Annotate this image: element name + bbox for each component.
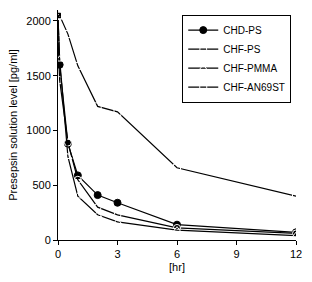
svg-text:[hr]: [hr] (169, 261, 185, 273)
svg-text:0: 0 (45, 234, 51, 246)
svg-text:CHD-PS: CHD-PS (223, 25, 262, 36)
svg-text:9: 9 (233, 248, 239, 260)
svg-text:2000: 2000 (26, 15, 50, 27)
svg-text:6: 6 (174, 248, 180, 260)
svg-text:1000: 1000 (26, 124, 50, 136)
svg-text:1500: 1500 (26, 70, 50, 82)
svg-text:CHF-PMMA: CHF-PMMA (223, 63, 277, 74)
svg-text:3: 3 (114, 248, 120, 260)
svg-text:Presepsin solution level [pg/m: Presepsin solution level [pg/ml] (7, 49, 19, 201)
svg-text:CHF-AN69ST: CHF-AN69ST (223, 82, 285, 93)
svg-text:500: 500 (32, 179, 50, 191)
svg-text:CHF-PS: CHF-PS (223, 44, 261, 55)
svg-text:0: 0 (55, 248, 61, 260)
svg-text:12: 12 (290, 248, 302, 260)
